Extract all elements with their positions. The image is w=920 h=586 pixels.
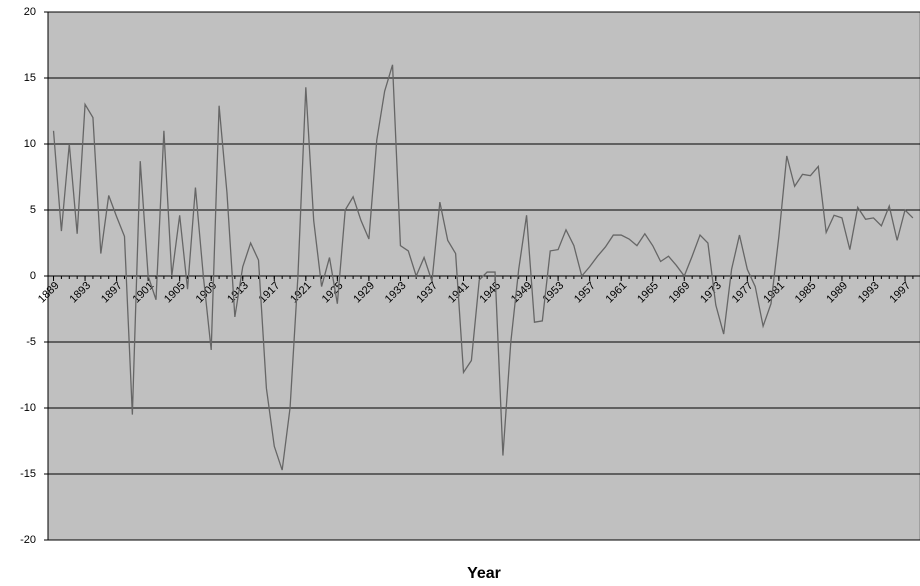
y-tick-label: -20 bbox=[20, 534, 36, 546]
y-tick-label: -15 bbox=[20, 468, 36, 480]
y-tick-label: 15 bbox=[24, 72, 36, 84]
y-tick-label: 10 bbox=[24, 138, 36, 150]
y-tick-label: -10 bbox=[20, 402, 36, 414]
x-axis-title: Year bbox=[467, 565, 501, 582]
y-tick-label: 20 bbox=[24, 6, 36, 18]
y-tick-label: -5 bbox=[26, 336, 36, 348]
data-line bbox=[52, 64, 914, 471]
y-tick-label: 5 bbox=[30, 204, 36, 216]
y-tick-label: 0 bbox=[30, 270, 36, 282]
